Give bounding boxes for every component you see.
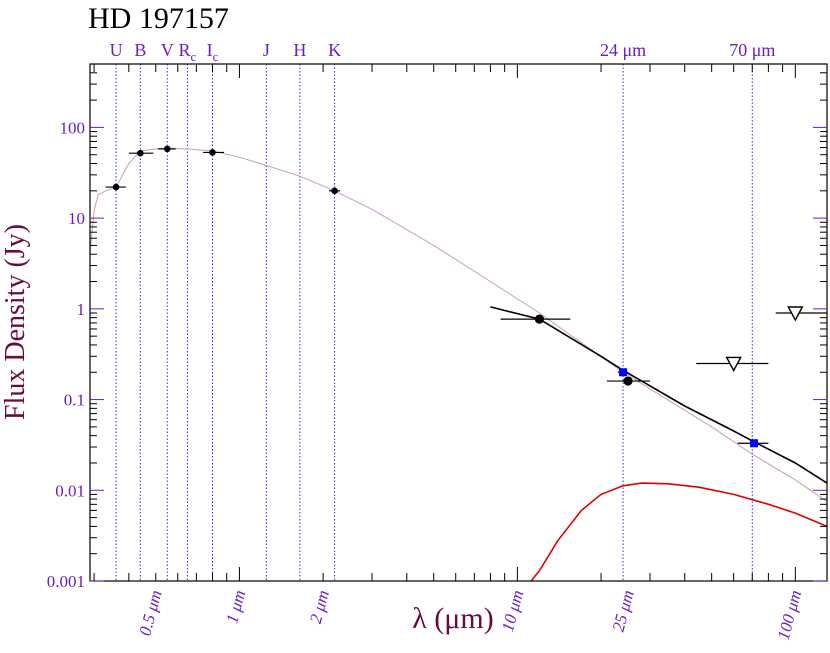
x-axis-label: λ (μm) <box>412 602 493 635</box>
chart-title: HD 197157 <box>88 2 229 35</box>
iras-point <box>623 376 633 386</box>
band-label-text: R <box>179 40 191 60</box>
band-label: B <box>134 40 146 60</box>
photometry-point <box>137 149 144 157</box>
band-label-subscript: c <box>191 49 197 64</box>
y-tick-label: 0.1 <box>64 391 85 410</box>
band-label-text: H <box>293 40 306 60</box>
x-tick-label: 2 μm <box>306 588 333 625</box>
band-label-subscript: c <box>213 49 219 64</box>
plot-frame <box>89 63 828 582</box>
band-label-text: U <box>110 40 123 60</box>
photosphere-model-line <box>89 147 828 503</box>
band-label: V <box>161 40 174 60</box>
y-tick-label: 1 <box>77 300 86 319</box>
band-label-text: J <box>263 40 270 60</box>
excess-model-line <box>530 482 828 582</box>
mips-point <box>619 368 628 377</box>
band-lines: U B V Rc Ic J H K 24 μm 70 μm <box>110 40 775 581</box>
band-label-text: 70 μm <box>729 40 775 60</box>
band-label: Ic <box>207 40 219 64</box>
band-label-text: V <box>161 40 174 60</box>
iras-point <box>534 314 544 324</box>
photometry-point <box>331 187 338 195</box>
x-tick-label: 100 μm <box>774 588 805 642</box>
band-label: K <box>328 40 341 60</box>
band-label: Rc <box>179 40 197 64</box>
model-curves <box>89 147 828 582</box>
y-tick-label: 10 <box>68 209 85 228</box>
band-label: J <box>263 40 270 60</box>
mips-point <box>749 439 758 448</box>
band-label-text: B <box>134 40 146 60</box>
band-label-text: K <box>328 40 341 60</box>
axis-ticks <box>90 63 827 582</box>
band-label: H <box>293 40 306 60</box>
y-tick-label: 0.001 <box>47 572 85 591</box>
photometry-point <box>163 145 171 153</box>
band-label: U <box>110 40 123 60</box>
upper-limit-point <box>787 306 804 322</box>
y-axis-label: Flux Density (Jy) <box>0 224 31 420</box>
upper-limit-point <box>725 356 742 372</box>
x-tick-label: 0.5 μm <box>135 588 165 638</box>
band-label: 70 μm <box>729 40 775 60</box>
total-model-line <box>490 306 828 484</box>
band-label-text: 24 μm <box>600 40 646 60</box>
axis-tick-labels: 100 10 1 0.1 0.01 0.001 0.5 μm 1 μm 2 μm 10 μm 25 … <box>47 118 805 641</box>
y-tick-label: 100 <box>60 118 86 137</box>
band-label-text: I <box>207 40 213 60</box>
photometry-point <box>112 183 120 191</box>
photometry-points <box>105 145 827 448</box>
x-tick-label: 1 μm <box>222 588 249 625</box>
photometry-point <box>209 149 216 156</box>
x-tick-label: 25 μm <box>609 588 638 634</box>
band-label: 24 μm <box>600 40 646 60</box>
y-tick-label: 0.01 <box>55 481 85 500</box>
x-tick-label: 10 μm <box>498 588 527 634</box>
